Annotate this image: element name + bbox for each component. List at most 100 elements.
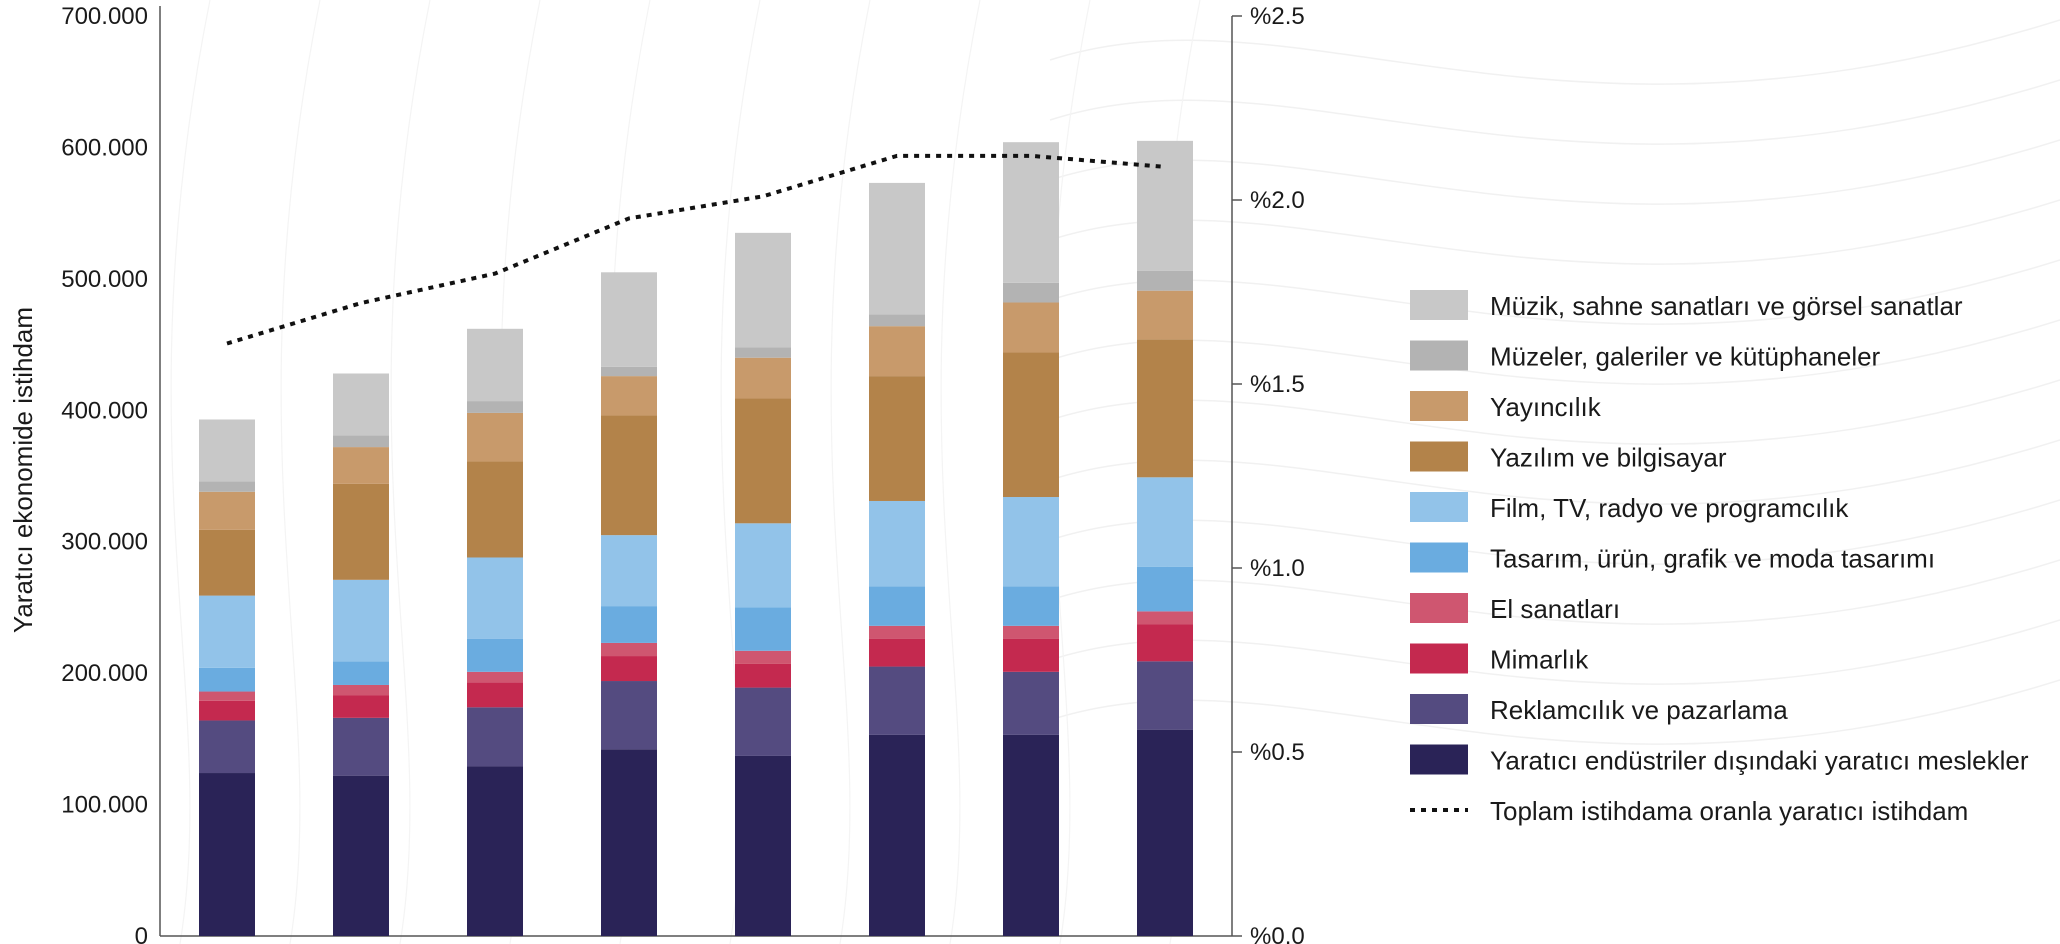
legend-item: Mimarlık <box>1410 643 1589 675</box>
bar-segment <box>601 272 657 367</box>
bar-segment <box>1003 497 1059 587</box>
bar-segment <box>1003 142 1059 283</box>
bar-segment <box>601 535 657 607</box>
bar-segment <box>1137 729 1193 936</box>
bar-segment <box>1003 352 1059 498</box>
bar-segment <box>333 661 389 685</box>
bar-segment <box>333 579 389 662</box>
bar-segment <box>333 435 389 448</box>
legend-label: Toplam istihdama oranla yaratıcı istihda… <box>1490 796 1968 826</box>
bar-segment <box>869 586 925 626</box>
bar-segment <box>735 650 791 664</box>
bar-segment <box>199 667 255 692</box>
bar-segment <box>601 376 657 416</box>
bar-segment <box>199 481 255 492</box>
bar-segment <box>1137 624 1193 662</box>
left-tick-label: 200.000 <box>61 660 148 687</box>
background-wave <box>1049 139 2060 205</box>
bar-segment <box>735 347 791 358</box>
bar-segment <box>735 607 791 651</box>
bar-segment <box>199 491 255 530</box>
bar-segment <box>735 755 791 936</box>
background-wave <box>390 0 431 944</box>
bar-segment <box>199 691 255 701</box>
legend-label: El sanatları <box>1490 594 1620 624</box>
bar-segment <box>199 773 255 936</box>
bar-segment <box>869 666 925 735</box>
bar-segment <box>199 700 255 721</box>
right-tick-label: %1.0 <box>1250 555 1305 582</box>
bar-segment <box>735 523 791 608</box>
bar-segment <box>1003 638 1059 672</box>
legend-swatch <box>1410 290 1468 320</box>
legend-item-line: Toplam istihdama oranla yaratıcı istihda… <box>1410 796 1968 826</box>
legend-label: Film, TV, radyo ve programcılık <box>1490 493 1849 523</box>
bar-segment <box>869 376 925 501</box>
bar-segment <box>1137 270 1193 291</box>
legend-swatch <box>1410 340 1468 371</box>
left-tick-label: 700.000 <box>61 3 148 30</box>
bar-segment <box>1003 671 1059 735</box>
legend-item: Yazılım ve bilgisayar <box>1410 441 1727 473</box>
left-tick-label: 500.000 <box>61 266 148 293</box>
bar-segment <box>1003 302 1059 353</box>
bar-segment <box>735 398 791 524</box>
bar-segment <box>467 707 523 767</box>
right-tick-label: %0.0 <box>1250 923 1305 944</box>
bar-segment <box>199 720 255 774</box>
bar-segment <box>869 326 925 377</box>
right-tick-label: %0.5 <box>1250 739 1305 766</box>
bar-segment <box>601 656 657 682</box>
bar-segment <box>601 606 657 643</box>
y-axis-label: Yaratıcı ekonomide istihdam <box>8 307 38 633</box>
legend-swatch <box>1410 643 1468 674</box>
right-tick-label: %2.5 <box>1250 3 1305 30</box>
bar-segment <box>869 638 925 667</box>
bar-segment <box>1137 477 1193 567</box>
bar-segment <box>1003 625 1059 639</box>
legend-item: Reklamcılık ve pazarlama <box>1410 694 1788 725</box>
bar-segment <box>735 687 791 756</box>
bar-segment <box>199 529 255 596</box>
legend-item: Film, TV, radyo ve programcılık <box>1410 492 1849 523</box>
bar-segment <box>869 182 925 315</box>
bar-segment <box>1137 140 1193 271</box>
bar-segment <box>467 638 523 672</box>
bar-segment <box>199 595 255 668</box>
bar-segment <box>467 671 523 683</box>
bar-segment <box>467 766 523 936</box>
legend-item: Yayıncılık <box>1410 391 1602 422</box>
bar-segment <box>601 749 657 936</box>
bar-segment <box>1137 566 1193 612</box>
bar-segment <box>1137 290 1193 340</box>
bar-segment <box>467 401 523 413</box>
bar-segment <box>735 232 791 348</box>
bar-segment <box>333 684 389 696</box>
legend-label: Mimarlık <box>1490 645 1589 675</box>
bar-segment <box>1003 586 1059 626</box>
background-wave <box>940 0 981 944</box>
left-tick-label: 600.000 <box>61 134 148 161</box>
legend-swatch <box>1410 542 1468 573</box>
legend: Müzik, sahne sanatları ve görsel sanatla… <box>1410 290 2029 826</box>
legend-swatch <box>1410 492 1468 522</box>
bar-segment <box>601 415 657 536</box>
bar-segment <box>869 625 925 639</box>
left-tick-label: 100.000 <box>61 792 148 819</box>
bar-segment <box>1003 282 1059 303</box>
legend-swatch <box>1410 593 1468 623</box>
left-tick-label: 400.000 <box>61 397 148 424</box>
legend-item: Tasarım, ürün, grafik ve moda tasarımı <box>1410 542 1935 574</box>
legend-label: Yayıncılık <box>1490 392 1602 422</box>
background-wave <box>170 0 211 944</box>
bar-segment <box>869 734 925 936</box>
legend-label: Müzik, sahne sanatları ve görsel sanatla… <box>1490 291 1963 321</box>
bar-segment <box>869 314 925 327</box>
bar-segment <box>199 419 255 482</box>
bar-segment <box>1137 339 1193 478</box>
legend-item: Müzik, sahne sanatları ve görsel sanatla… <box>1410 290 1963 321</box>
left-axis-ticks: 0 100.000 200.000 300.000 400.000 500.000 600.… <box>61 3 148 944</box>
bar-segment <box>333 775 389 936</box>
legend-item: El sanatları <box>1410 593 1620 624</box>
